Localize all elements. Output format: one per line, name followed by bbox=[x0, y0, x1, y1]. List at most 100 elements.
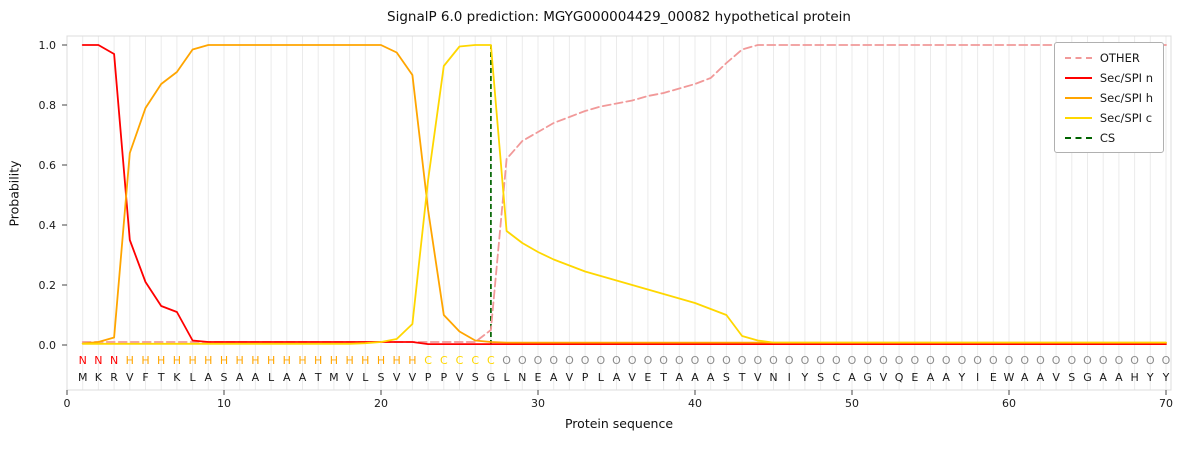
legend-line-sample bbox=[1064, 116, 1092, 119]
residue-letter: A bbox=[942, 371, 950, 384]
residue-letter: E bbox=[911, 371, 918, 384]
residue-letter: L bbox=[190, 371, 197, 384]
legend-label: CS bbox=[1099, 130, 1116, 145]
residue-letter: A bbox=[236, 371, 244, 384]
y-tick-label: 1.0 bbox=[39, 39, 57, 52]
residue-letter: A bbox=[550, 371, 558, 384]
residue-letter: T bbox=[314, 371, 322, 384]
region-label: O bbox=[1036, 354, 1045, 367]
region-label: H bbox=[267, 354, 275, 367]
residue-letter: M bbox=[78, 371, 88, 384]
chart-title: SignalP 6.0 prediction: MGYG000004429_00… bbox=[387, 9, 851, 25]
region-label: H bbox=[157, 354, 165, 367]
residue-letter: Y bbox=[801, 371, 809, 384]
residue-letter: M bbox=[329, 371, 339, 384]
region-label: C bbox=[440, 354, 448, 367]
residue-letter: N bbox=[769, 371, 777, 384]
x-axis-label: Protein sequence bbox=[564, 416, 674, 431]
residue-letter: G bbox=[1083, 371, 1092, 384]
residue-letter: V bbox=[880, 371, 888, 384]
residue-letter: A bbox=[676, 371, 684, 384]
region-label: O bbox=[549, 354, 558, 367]
region-label: O bbox=[1052, 354, 1061, 367]
plot-frame bbox=[66, 35, 1172, 391]
region-label: O bbox=[753, 354, 762, 367]
y-tick-label: 0.4 bbox=[39, 219, 57, 232]
residue-letter: L bbox=[362, 371, 369, 384]
legend-line-sample bbox=[1064, 96, 1092, 99]
region-label: O bbox=[1130, 354, 1139, 367]
residue-letter: V bbox=[346, 371, 354, 384]
residue-letter: V bbox=[754, 371, 762, 384]
residue-letter: Y bbox=[958, 371, 966, 384]
residue-letter: S bbox=[817, 371, 824, 384]
residue-letter: L bbox=[598, 371, 605, 384]
region-label: O bbox=[926, 354, 935, 367]
region-label: H bbox=[330, 354, 338, 367]
legend-label: OTHER bbox=[1099, 50, 1140, 65]
region-label: O bbox=[644, 354, 653, 367]
region-label: H bbox=[283, 354, 291, 367]
region-label: O bbox=[895, 354, 904, 367]
x-tick-label: 70 bbox=[1159, 397, 1173, 410]
region-label: O bbox=[942, 354, 951, 367]
residue-letter: I bbox=[976, 371, 979, 384]
region-label: O bbox=[769, 354, 778, 367]
x-tick-label: 40 bbox=[688, 397, 702, 410]
residue-letter: C bbox=[832, 371, 840, 384]
region-label: O bbox=[628, 354, 637, 367]
x-tick-label: 60 bbox=[1002, 397, 1016, 410]
residue-letter: A bbox=[1115, 371, 1123, 384]
region-label: O bbox=[785, 354, 794, 367]
residue-letter: Y bbox=[1146, 371, 1154, 384]
region-label: O bbox=[816, 354, 825, 367]
legend-line-sample bbox=[1064, 76, 1092, 79]
residue-letter: P bbox=[582, 371, 589, 384]
region-label: O bbox=[1115, 354, 1124, 367]
residue-letter: S bbox=[221, 371, 228, 384]
residue-letter: E bbox=[644, 371, 651, 384]
residue-letter: V bbox=[393, 371, 401, 384]
region-label: O bbox=[612, 354, 621, 367]
residue-letter: A bbox=[1099, 371, 1107, 384]
x-tick-label: 50 bbox=[845, 397, 859, 410]
region-label: O bbox=[1067, 354, 1076, 367]
region-label: O bbox=[1020, 354, 1029, 367]
region-label: C bbox=[471, 354, 479, 367]
residue-letter: V bbox=[456, 371, 464, 384]
x-tick-label: 30 bbox=[531, 397, 545, 410]
residue-letter: V bbox=[409, 371, 417, 384]
legend-label: Sec/SPI h bbox=[1099, 90, 1153, 105]
residue-letter: H bbox=[1130, 371, 1138, 384]
residue-letter: V bbox=[628, 371, 636, 384]
residue-letter: A bbox=[613, 371, 621, 384]
residue-letter: I bbox=[788, 371, 791, 384]
region-label: N bbox=[79, 354, 87, 367]
region-label: H bbox=[141, 354, 149, 367]
region-label: H bbox=[173, 354, 181, 367]
series-sec-spi-n bbox=[81, 44, 1167, 346]
residue-letter: L bbox=[504, 371, 511, 384]
legend-entry-cs: CS bbox=[1064, 130, 1153, 145]
region-label: H bbox=[345, 354, 353, 367]
region-label: O bbox=[1099, 354, 1108, 367]
y-tick-label: 0.0 bbox=[39, 339, 57, 352]
residue-letter: E bbox=[535, 371, 542, 384]
region-label: O bbox=[596, 354, 605, 367]
region-label: O bbox=[518, 354, 527, 367]
region-label: H bbox=[408, 354, 416, 367]
region-label: O bbox=[973, 354, 982, 367]
residue-letter: A bbox=[691, 371, 699, 384]
residue-letter: T bbox=[659, 371, 667, 384]
residue-letter: R bbox=[110, 371, 118, 384]
residue-letter: W bbox=[1004, 371, 1015, 384]
region-label: O bbox=[832, 354, 841, 367]
legend-label: Sec/SPI n bbox=[1099, 70, 1153, 85]
region-label: H bbox=[377, 354, 385, 367]
residue-letter: G bbox=[863, 371, 872, 384]
region-label: O bbox=[1005, 354, 1014, 367]
region-label: N bbox=[110, 354, 118, 367]
residue-letter: G bbox=[487, 371, 496, 384]
region-label: C bbox=[424, 354, 432, 367]
residue-letter: A bbox=[1037, 371, 1045, 384]
